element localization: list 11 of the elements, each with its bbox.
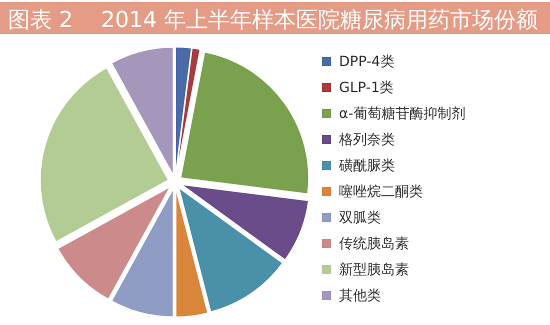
legend-label: GLP-1类: [339, 80, 394, 96]
legend-label: α-葡萄糖苷酶抑制剂: [339, 106, 466, 122]
legend-label: 其他类: [339, 288, 381, 304]
legend-label: 双胍类: [339, 210, 381, 226]
chart-title: 图表 2 2014 年上半年样本医院糖尿病用药市场份额: [8, 8, 538, 33]
legend-label: 传统胰岛素: [339, 236, 409, 252]
legend-label: 噻唑烷二酮类: [339, 184, 423, 200]
legend-label: DPP-4类: [339, 54, 394, 70]
legend-label: 新型胰岛素: [339, 262, 409, 278]
legend-label: 格列奈类: [338, 132, 395, 148]
legend-label: 磺酰脲类: [338, 158, 395, 174]
